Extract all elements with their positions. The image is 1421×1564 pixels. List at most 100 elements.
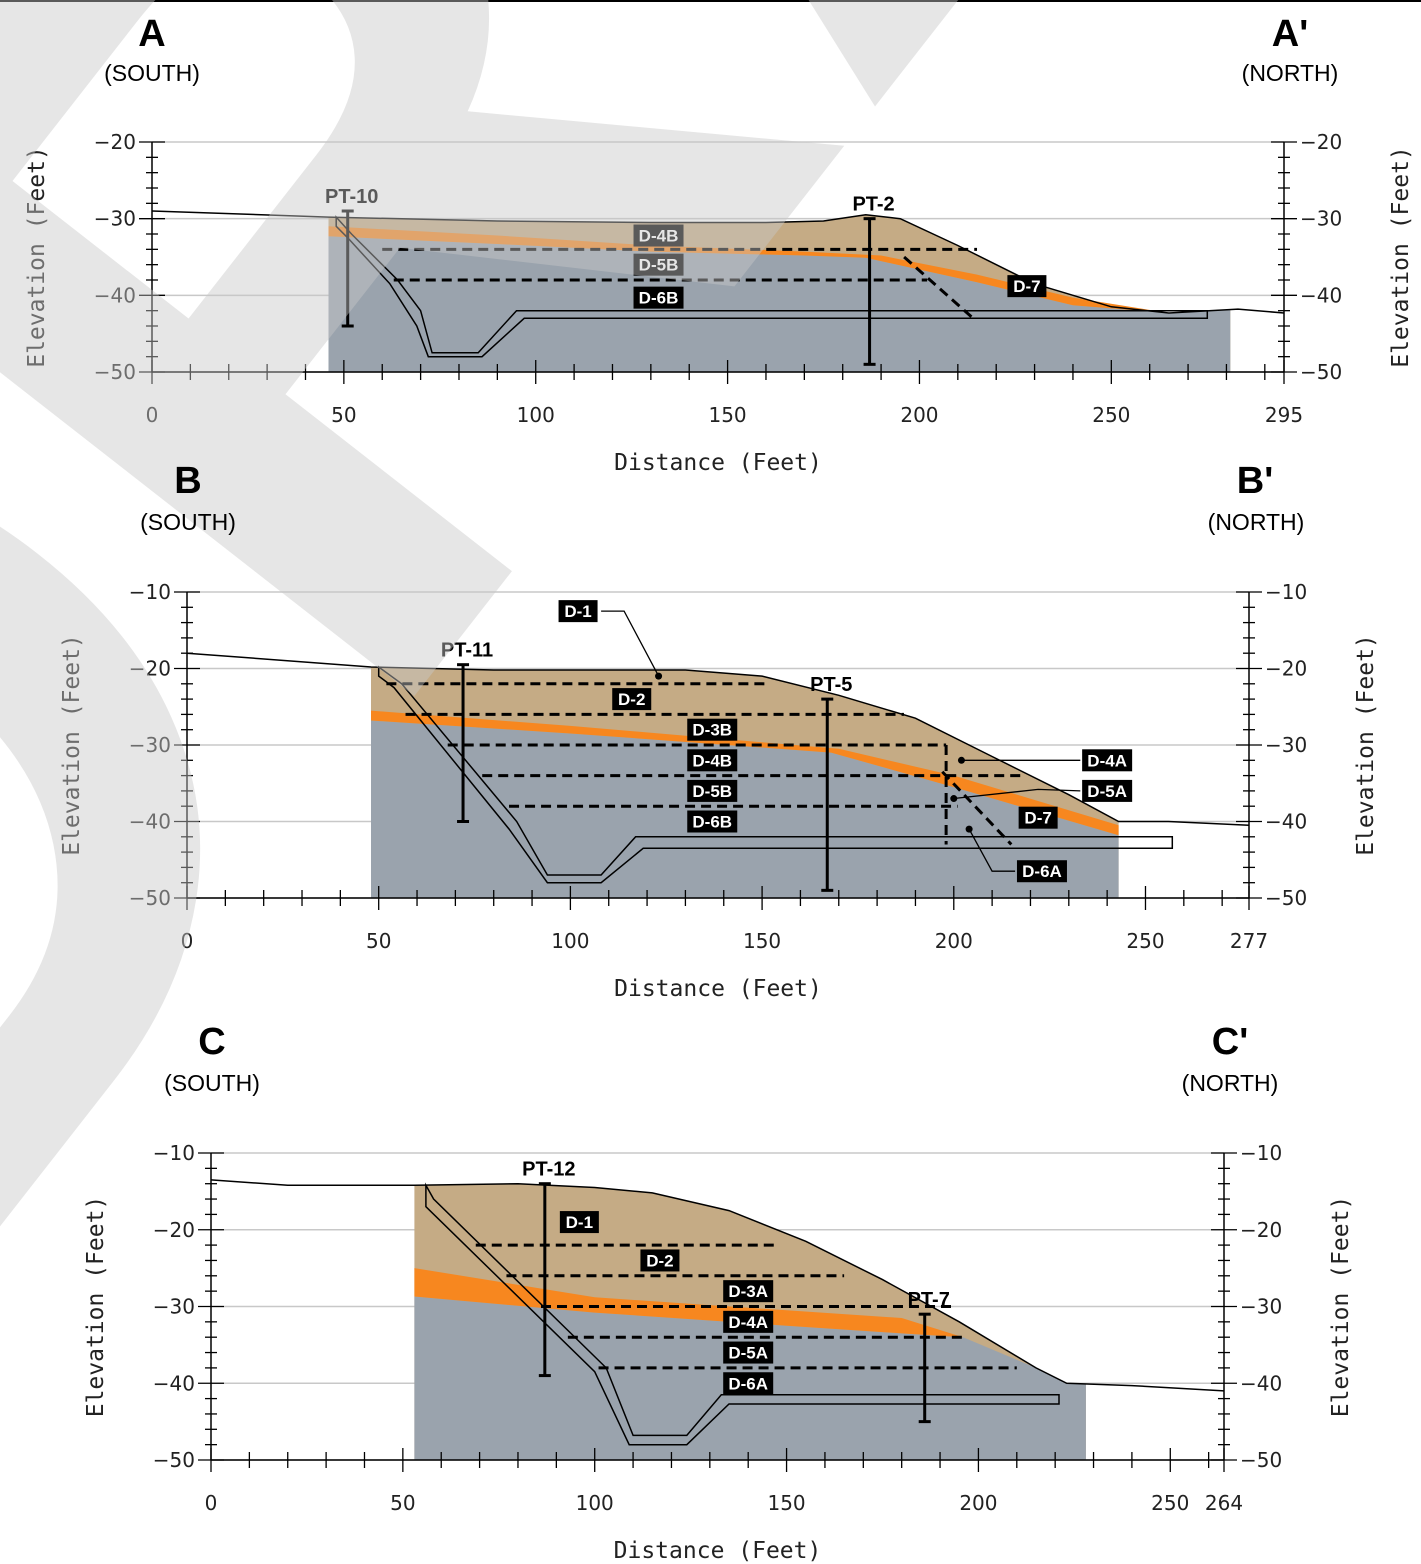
x-tick-label: 295	[1265, 403, 1303, 427]
fill-orange-band	[371, 710, 1119, 836]
x-tick-label: 200	[959, 1491, 997, 1515]
y-tick-label-right: −50	[1240, 1448, 1282, 1472]
borehole-label: PT-2	[852, 194, 894, 216]
unit-label-box	[559, 1211, 599, 1234]
borehole-label: PT-12	[522, 1159, 575, 1181]
unit-label: D-1	[564, 602, 591, 621]
y-tick-label-right: −40	[1300, 283, 1342, 307]
fill-orange-band	[328, 226, 1169, 313]
section-end-label: A'	[1271, 13, 1309, 55]
x-tick-label: 150	[743, 929, 781, 953]
borehole-label: PT-5	[810, 674, 852, 696]
unit-label: D-4B	[639, 227, 679, 246]
leader-dot	[957, 756, 965, 764]
fill-orange-band	[414, 1268, 964, 1338]
unit-label-box	[723, 1280, 774, 1303]
cross-section-A: PT-10 PT-2 D-4B D-5B D-6B D-7 −20 −20 −30 −30 −40 −…	[24, 130, 1414, 476]
unit-label-box	[1007, 275, 1047, 298]
x-tick-label: 250	[1092, 403, 1130, 427]
x-tick-label: 200	[900, 403, 938, 427]
unit-label: D-1	[566, 1213, 593, 1232]
y-tick-label-left: −30	[94, 207, 136, 231]
leader-line	[953, 788, 1081, 800]
y-tick-label-right: −50	[1265, 886, 1307, 910]
x-tick-label: 50	[390, 1491, 415, 1515]
cross-section-C: PT-12 PT-7 D-1 D-2 D-3A D-4A D-5A D-6A −10 −10 −20…	[83, 1141, 1354, 1564]
ground-surface-line	[186, 652, 1250, 827]
y-tick-label-right: −30	[1300, 207, 1342, 231]
ground-surface-line	[210, 1179, 1225, 1392]
x-tick-label: 264	[1205, 1491, 1243, 1515]
y-tick-label-left: −30	[153, 1295, 195, 1319]
x-tick-label: 100	[517, 403, 555, 427]
x-tick-label: 277	[1230, 929, 1268, 953]
x-tick-label: 250	[1126, 929, 1164, 953]
unit-label-box	[687, 810, 738, 833]
unit-label: D-3A	[728, 1282, 768, 1301]
section-end-direction: (NORTH)	[1181, 1070, 1279, 1096]
unit-label: D-2	[618, 690, 645, 709]
unit-label-box	[1016, 860, 1067, 883]
unit-label-box	[723, 1372, 774, 1395]
borehole-label: PT-7	[908, 1289, 950, 1311]
unit-label-box	[723, 1341, 774, 1364]
x-tick-label: 50	[331, 403, 356, 427]
section-start-label: B	[174, 460, 202, 502]
x-tick-label: 50	[366, 929, 391, 953]
excavation-outline	[425, 1182, 1060, 1446]
y-tick-label-right: −20	[1300, 130, 1342, 154]
x-tick-label: 0	[181, 929, 194, 953]
excavation-outline	[335, 215, 1209, 358]
leader-dot	[950, 795, 958, 803]
x-axis-title: Distance (Feet)	[614, 450, 822, 476]
x-tick-label: 100	[576, 1491, 614, 1515]
y-tick-label-left: −40	[129, 810, 171, 834]
y-tick-label-right: −30	[1240, 1295, 1282, 1319]
y-tick-label-left: −50	[94, 360, 136, 384]
section-end-label: B'	[1236, 460, 1274, 502]
y-tick-label-right: −40	[1240, 1371, 1282, 1395]
excavation-outline	[377, 665, 1174, 884]
unit-label: D-7	[1013, 277, 1040, 296]
leader-line	[601, 610, 660, 677]
x-tick-label: 250	[1151, 1491, 1189, 1515]
unit-label-box	[633, 286, 684, 309]
section-end-direction: (NORTH)	[1207, 509, 1305, 535]
section-start-direction: (SOUTH)	[140, 509, 236, 535]
borehole-label: PT-11	[441, 640, 493, 662]
unit-label: D-5B	[639, 256, 679, 275]
fill-lower-soil	[371, 720, 1119, 898]
leader-dot	[655, 672, 663, 680]
y-tick-label-left: −40	[153, 1371, 195, 1395]
unit-label-box	[1082, 779, 1133, 802]
x-tick-label: 200	[935, 929, 973, 953]
y-tick-label-left: −50	[129, 886, 171, 910]
unit-label-box	[633, 253, 684, 276]
y-tick-label-left: −10	[153, 1141, 195, 1165]
section-end-label: C'	[1211, 1021, 1249, 1063]
dashed-contact-line	[941, 770, 1013, 846]
section-start-label: C	[198, 1021, 226, 1063]
y-tick-label-left: −20	[129, 657, 171, 681]
unit-label-box	[687, 749, 738, 772]
x-tick-label: 150	[767, 1491, 805, 1515]
y-tick-label-right: −20	[1265, 657, 1307, 681]
unit-label: D-6B	[692, 813, 732, 832]
section-start-label: A	[138, 13, 166, 55]
y-tick-label-left: −40	[94, 283, 136, 307]
y-tick-label-left: −30	[129, 733, 171, 757]
y-axis-title-right: Elevation (Feet)	[1328, 1196, 1354, 1418]
unit-label-box	[723, 1310, 774, 1333]
unit-label-box	[640, 1249, 680, 1272]
borehole-label: PT-10	[325, 186, 378, 208]
unit-label: D-3B	[692, 721, 732, 740]
y-tick-label-left: −20	[153, 1218, 195, 1242]
y-axis-title-left: Elevation (Feet)	[83, 1196, 109, 1418]
unit-label: D-5B	[692, 782, 732, 801]
unit-label: D-4A	[1087, 751, 1127, 770]
unit-label-box	[633, 224, 684, 247]
unit-label-box	[1018, 806, 1058, 829]
y-tick-label-right: −20	[1240, 1218, 1282, 1242]
unit-label-box	[612, 688, 652, 711]
